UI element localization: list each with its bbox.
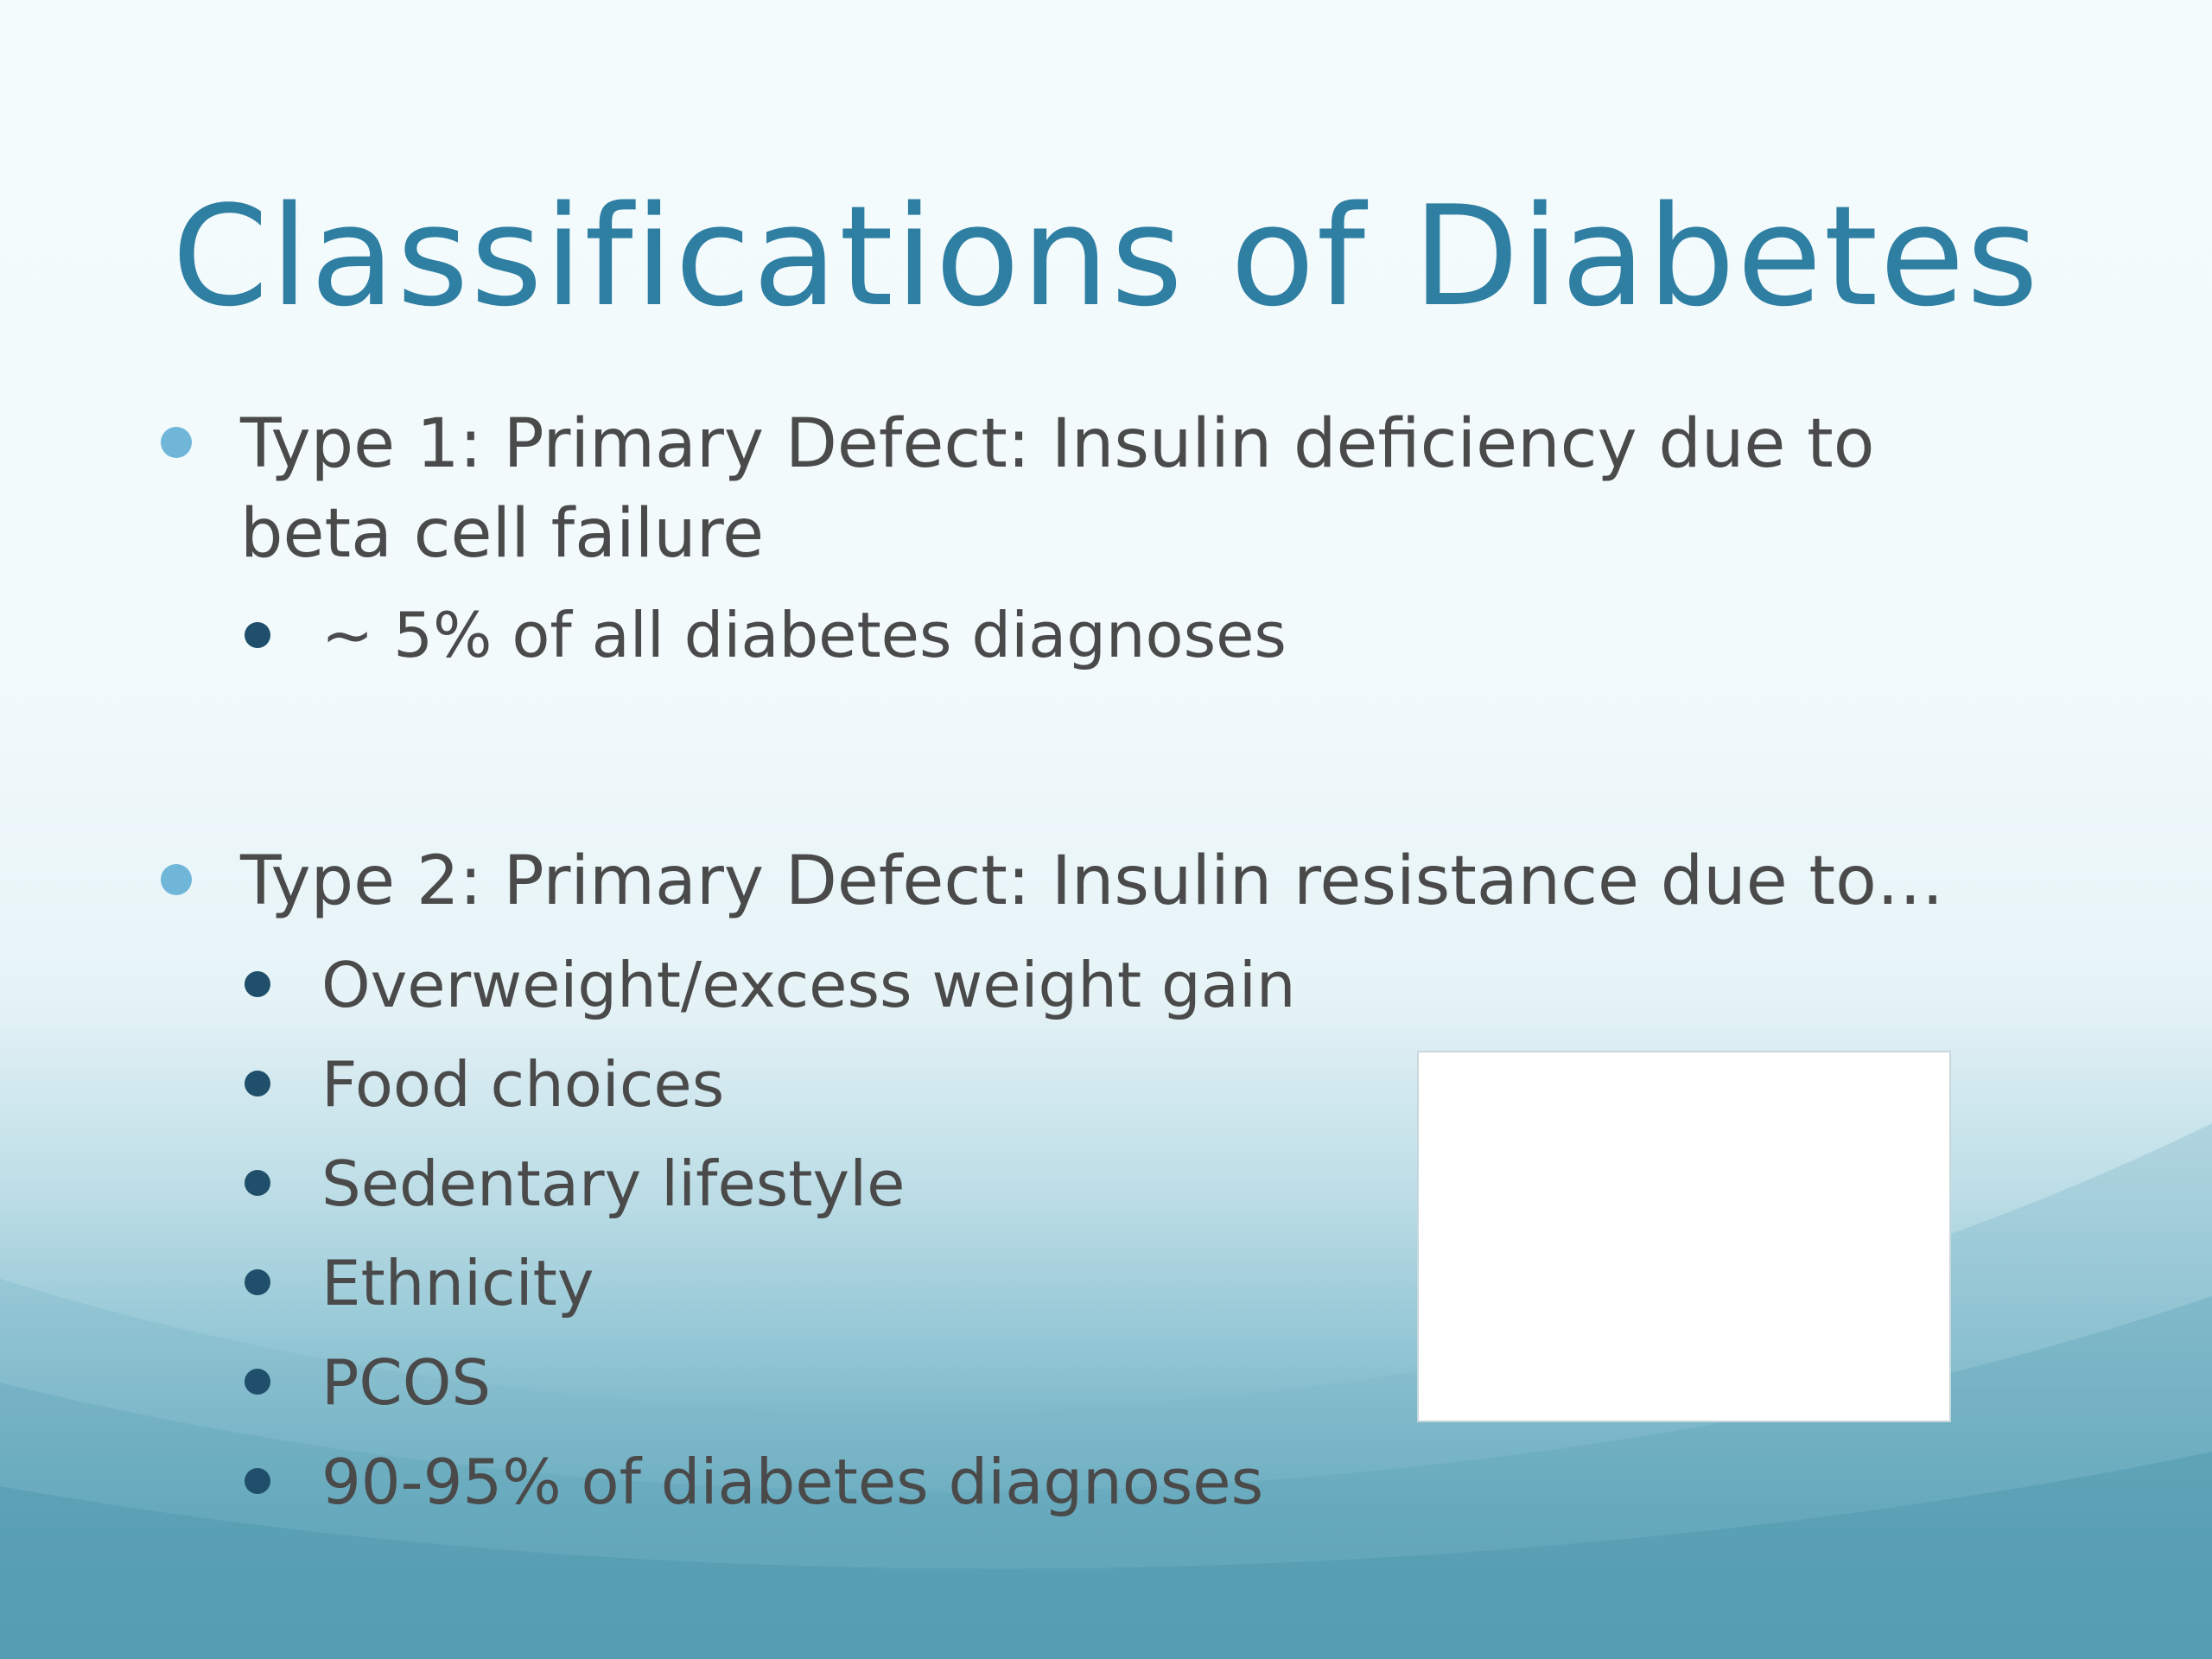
- bullet-level2-icon: [245, 1170, 270, 1196]
- sub-bullet-type1-percent: ~ 5% of all diabetes diagnoses: [321, 599, 1287, 671]
- bullet-type2-line1: Type 2: Primary Defect: Insulin resistan…: [240, 842, 1944, 920]
- slide-title: Classifications of Diabetes: [171, 175, 2041, 337]
- sub-bullet-ethnicity: Ethnicity: [321, 1247, 594, 1319]
- bullet-level1-icon: [161, 427, 192, 458]
- bullet-level2-icon: [245, 622, 270, 648]
- sub-bullet-pcos: PCOS: [321, 1346, 492, 1419]
- bullet-level2-icon: [245, 1369, 270, 1395]
- bullet-type1-line2: beta cell failure: [240, 495, 765, 573]
- bullet-level2-icon: [245, 1269, 270, 1295]
- image-placeholder: [1417, 1051, 1951, 1422]
- bullet-level2-icon: [245, 1468, 270, 1494]
- bullet-level2-icon: [245, 1071, 270, 1096]
- sub-bullet-overweight: Overweight/excess weight gain: [321, 949, 1296, 1021]
- sub-bullet-food-choices: Food choices: [321, 1048, 725, 1121]
- bullet-type1-line1: Type 1: Primary Defect: Insulin deficien…: [240, 405, 1875, 483]
- bullet-level2-icon: [245, 971, 270, 997]
- sub-bullet-sedentary: Sedentary lifestyle: [321, 1147, 906, 1220]
- bullet-level1-icon: [161, 864, 192, 895]
- sub-bullet-type2-percent: 90-95% of diabetes diagnoses: [321, 1446, 1264, 1518]
